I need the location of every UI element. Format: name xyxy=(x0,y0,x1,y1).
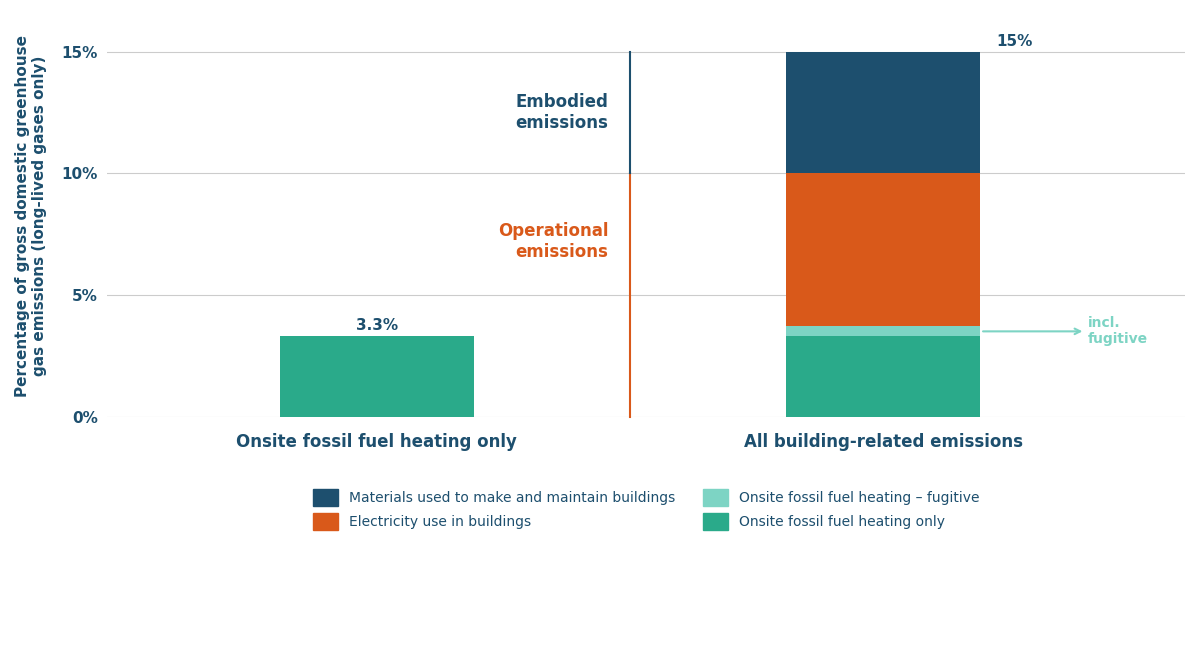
Bar xyxy=(786,173,980,326)
Bar xyxy=(786,51,980,173)
Y-axis label: Percentage of gross domestic greenhouse
gas emissions (long-lived gases only): Percentage of gross domestic greenhouse … xyxy=(16,34,48,396)
Text: incl.
fugitive: incl. fugitive xyxy=(983,317,1148,346)
Bar xyxy=(786,336,980,417)
Bar xyxy=(786,326,980,336)
Text: Embodied
emissions: Embodied emissions xyxy=(516,93,608,132)
Legend: Materials used to make and maintain buildings, Electricity use in buildings, Ons: Materials used to make and maintain buil… xyxy=(307,484,985,536)
Text: Operational
emissions: Operational emissions xyxy=(498,222,608,261)
Bar xyxy=(280,336,474,417)
Text: 3.3%: 3.3% xyxy=(355,318,398,333)
Text: 15%: 15% xyxy=(996,34,1033,49)
